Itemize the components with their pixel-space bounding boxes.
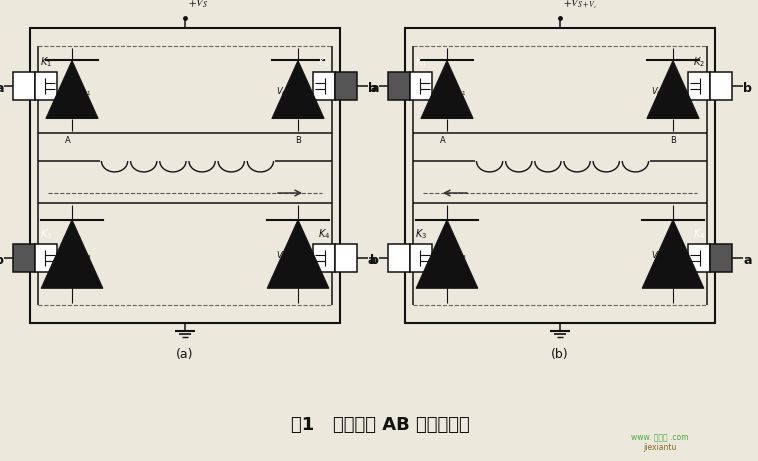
Bar	[710, 244, 732, 272]
Text: $K_2$: $K_2$	[693, 55, 705, 69]
Text: $K_2$: $K_2$	[318, 55, 330, 69]
Text: $V_{D3}$: $V_{D3}$	[451, 250, 467, 262]
Text: (b): (b)	[551, 348, 568, 361]
Text: a: a	[743, 254, 751, 266]
Text: $V_{D4}$: $V_{D4}$	[276, 250, 292, 262]
Text: $K_1$: $K_1$	[415, 55, 427, 69]
Bar	[405, 28, 715, 323]
Text: a: a	[368, 254, 377, 266]
Text: jiexiantu: jiexiantu	[644, 443, 677, 452]
Text: b: b	[370, 254, 379, 266]
Polygon shape	[647, 60, 699, 118]
Bar	[35, 244, 57, 272]
Bar	[335, 244, 357, 272]
Polygon shape	[642, 220, 704, 288]
Bar	[13, 244, 35, 272]
Text: $K_4$: $K_4$	[693, 227, 705, 241]
Text: 图1   电机绕组 AB 的电流方向: 图1 电机绕组 AB 的电流方向	[290, 416, 469, 434]
Text: a: a	[0, 82, 4, 95]
Text: a: a	[371, 82, 379, 95]
Bar	[410, 72, 432, 100]
Text: b: b	[0, 254, 4, 266]
Polygon shape	[421, 60, 473, 118]
Text: A: A	[65, 136, 70, 145]
Text: b: b	[743, 82, 752, 95]
Bar	[710, 72, 732, 100]
Polygon shape	[267, 220, 329, 288]
Text: B: B	[670, 136, 676, 145]
Bar	[313, 72, 335, 100]
Text: $K_1$: $K_1$	[40, 55, 52, 69]
Polygon shape	[45, 60, 98, 118]
Text: $V_{D1}$: $V_{D1}$	[451, 85, 466, 98]
Text: (a): (a)	[177, 348, 194, 361]
Text: A: A	[440, 136, 446, 145]
Bar	[30, 28, 340, 323]
Text: $V_{D4}$: $V_{D4}$	[651, 250, 667, 262]
Text: $K_3$: $K_3$	[415, 227, 427, 241]
Bar	[688, 244, 710, 272]
Bar	[313, 244, 335, 272]
Text: $V_{D3}$: $V_{D3}$	[76, 250, 92, 262]
Text: $K_4$: $K_4$	[318, 227, 330, 241]
Polygon shape	[41, 220, 103, 288]
Text: $+V_{S+V_c}$: $+V_{S+V_c}$	[563, 0, 598, 11]
Text: $V_{D2}$: $V_{D2}$	[651, 85, 666, 98]
Polygon shape	[416, 220, 478, 288]
Bar	[388, 72, 410, 100]
Bar	[335, 72, 357, 100]
Text: www. 接线图 .com: www. 接线图 .com	[631, 433, 689, 442]
Bar	[688, 72, 710, 100]
Text: b: b	[368, 82, 377, 95]
Text: $V_{D2}$: $V_{D2}$	[276, 85, 291, 98]
Bar	[410, 244, 432, 272]
Text: $+V_S$: $+V_S$	[188, 0, 208, 10]
Bar	[13, 72, 35, 100]
Text: $V_{D1}$: $V_{D1}$	[76, 85, 92, 98]
Text: $K_3$: $K_3$	[40, 227, 52, 241]
Polygon shape	[272, 60, 324, 118]
Bar	[35, 72, 57, 100]
Text: B: B	[295, 136, 301, 145]
Bar	[388, 244, 410, 272]
